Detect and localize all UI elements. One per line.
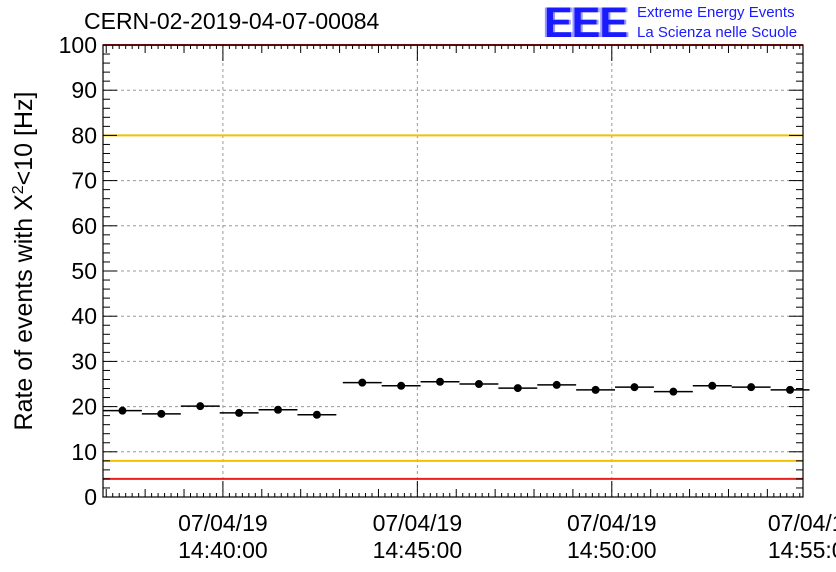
y-tick-label: 40 — [71, 303, 97, 329]
data-point — [157, 409, 166, 418]
x-tick-time-label: 14:45:00 — [373, 537, 463, 563]
data-point — [708, 381, 717, 390]
y-tick-label: 100 — [59, 32, 97, 58]
y-tick-label: 20 — [71, 394, 97, 420]
x-tick-date-label: 07/04/19 — [373, 510, 463, 536]
data-point — [235, 408, 244, 417]
y-label-main: Rate of events with X — [10, 194, 38, 431]
data-point — [552, 380, 561, 389]
y-tick-label: 50 — [71, 258, 97, 284]
data-point — [312, 410, 321, 419]
data-point — [630, 383, 639, 392]
data-point — [358, 378, 367, 387]
data-point — [747, 383, 756, 392]
data-point — [397, 381, 406, 390]
y-tick-label: 30 — [71, 348, 97, 374]
logo-caption: Extreme Energy Events La Scienza nelle S… — [637, 3, 797, 43]
x-axis: 07/04/1914:40:0007/04/1914:45:0007/04/19… — [105, 45, 836, 563]
y-axis: 0 10 20 30 40 50 60 70 80 90 100 — [59, 32, 803, 510]
chart-title: CERN-02-2019-04-07-00084 — [84, 8, 380, 34]
data-point — [474, 380, 483, 388]
x-tick-date-label: 07/04/19 — [567, 510, 657, 536]
data-point — [513, 384, 522, 393]
y-tick-label: 90 — [71, 77, 97, 103]
y-tick-label: 80 — [71, 122, 97, 148]
y-tick-label: 60 — [71, 213, 97, 239]
x-tick-time-label: 14:40:00 — [178, 537, 268, 563]
y-tick-label: 0 — [84, 484, 97, 510]
logo-line-2: La Scienza nelle Scuole — [637, 24, 798, 41]
x-tick-time-label: 14:55:0 — [768, 537, 836, 563]
x-tick-time-label: 14:50:00 — [567, 537, 657, 563]
grid-lines — [103, 45, 803, 497]
y-tick-label: 10 — [71, 439, 97, 465]
data-point — [274, 405, 282, 414]
data-series — [103, 377, 810, 419]
threshold-lines — [103, 44, 803, 480]
y-tick-label: 70 — [71, 168, 97, 194]
data-point — [591, 385, 600, 394]
y-label-superscript: 2 — [10, 185, 27, 194]
data-point — [669, 387, 678, 396]
y-label-tail: <10 [Hz] — [10, 92, 38, 186]
logo-line-1: Extreme Energy Events — [637, 4, 795, 21]
eee-logo: EEE — [544, 0, 628, 47]
data-point — [196, 402, 205, 411]
x-tick-date-label: 07/04/19 — [178, 510, 268, 536]
data-point — [436, 377, 445, 386]
y-axis-label: Rate of events with X2<10 [Hz] — [10, 92, 38, 431]
data-point — [118, 406, 127, 415]
data-point — [786, 385, 795, 394]
x-tick-date-label: 07/04/1 — [768, 510, 836, 536]
